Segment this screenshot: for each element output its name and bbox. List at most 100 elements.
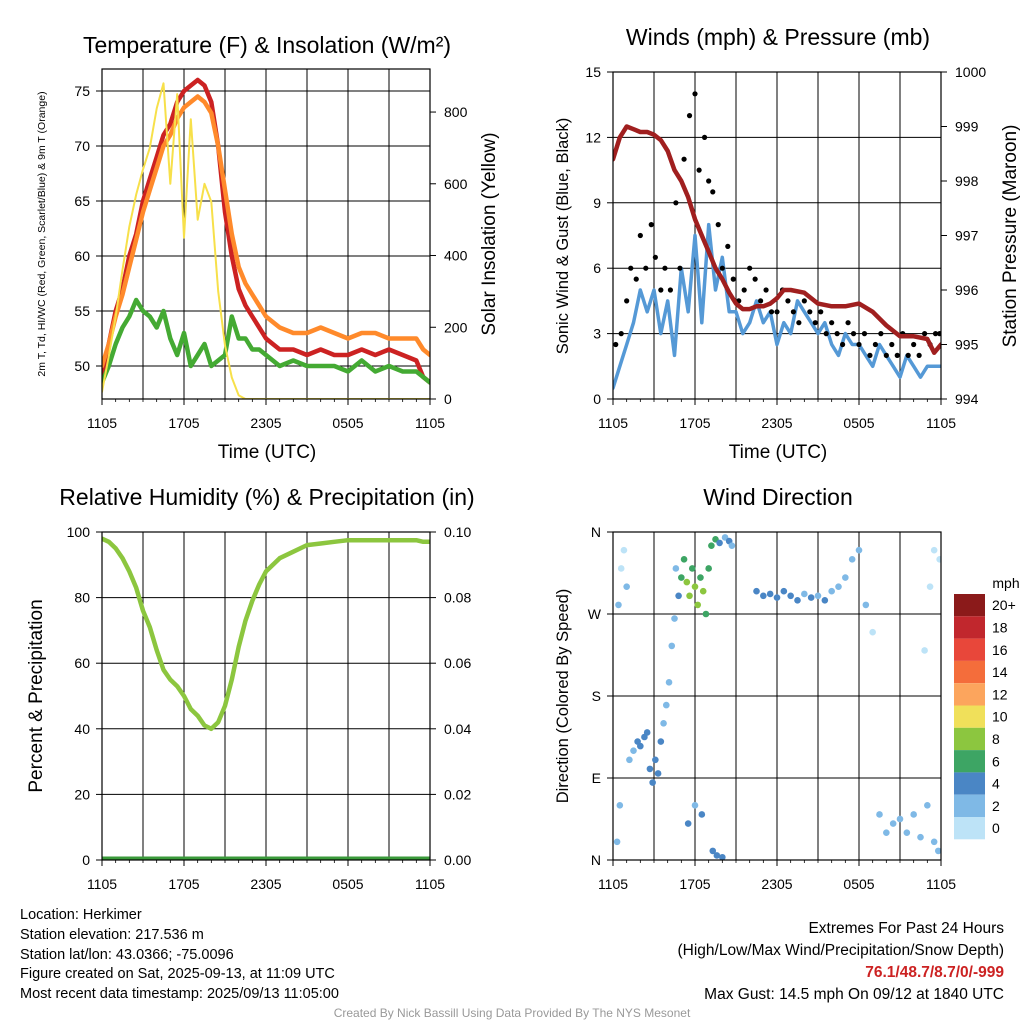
gust-point bbox=[628, 265, 634, 271]
colorbar-level-label: 6 bbox=[992, 753, 1000, 769]
direction-point bbox=[787, 592, 794, 600]
direction-point bbox=[699, 587, 707, 595]
gust-point bbox=[633, 276, 639, 282]
direction-point bbox=[848, 556, 856, 563]
direction-point bbox=[654, 770, 662, 777]
direction-point bbox=[753, 587, 760, 595]
colorbar-swatch bbox=[954, 638, 985, 661]
winds-plot-area bbox=[613, 91, 941, 390]
colorbar-level-label: 14 bbox=[992, 664, 1008, 680]
gust-point bbox=[818, 309, 824, 315]
temperature-ylabel: 2m T, Td, HI/WC (Red, Green, Scarlet/Blu… bbox=[36, 91, 48, 376]
gust-point bbox=[911, 341, 917, 348]
direction-point bbox=[686, 592, 693, 600]
colorbar-swatch bbox=[954, 705, 985, 728]
winds-ytick-right-label: 994 bbox=[955, 391, 979, 407]
gust-point bbox=[658, 287, 664, 293]
winds-ylabel-right: Station Pressure (Maroon) bbox=[1000, 125, 1021, 348]
temperature-series-2m-td bbox=[102, 297, 430, 385]
humidity-frame bbox=[101, 531, 431, 861]
direction-point bbox=[719, 853, 726, 860]
gust-point bbox=[673, 200, 679, 206]
humidity-ytick-right-label: 0.08 bbox=[444, 590, 471, 606]
gust-point bbox=[643, 265, 649, 271]
gust-point bbox=[725, 243, 731, 249]
gust-point bbox=[667, 287, 674, 293]
gust-point bbox=[696, 167, 702, 173]
direction-point bbox=[930, 546, 938, 554]
direction-point bbox=[934, 847, 941, 855]
direction-point bbox=[646, 765, 654, 773]
colorbar-swatch bbox=[954, 727, 985, 751]
humidity-plot-area bbox=[102, 536, 430, 860]
temperature-xtick-label: 2305 bbox=[250, 415, 281, 431]
wind-direction-ytick-label: E bbox=[592, 770, 601, 786]
direction-point bbox=[869, 628, 876, 636]
extremes-title: Extremes For Past 24 Hours bbox=[808, 920, 1004, 937]
gust-point bbox=[747, 265, 753, 271]
direction-point bbox=[766, 590, 774, 598]
humidity-series-relative-humidity bbox=[102, 536, 430, 732]
gust-point bbox=[758, 298, 764, 304]
direction-point bbox=[623, 583, 630, 590]
direction-point bbox=[709, 847, 717, 855]
humidity-ytick-label: 60 bbox=[74, 655, 90, 671]
colorbar-level-label: 0 bbox=[992, 820, 1000, 836]
direction-point bbox=[780, 587, 788, 595]
humidity-ylabel: Percent & Precipitation bbox=[26, 599, 47, 792]
recent-data-text: Most recent data timestamp: 2025/09/13 1… bbox=[20, 986, 339, 1003]
direction-point bbox=[698, 811, 706, 818]
direction-point bbox=[668, 642, 676, 650]
temperature-ytick-label: 60 bbox=[74, 248, 90, 264]
direction-point bbox=[828, 587, 835, 595]
humidity-title: Relative Humidity (%) & Precipitation (i… bbox=[59, 484, 474, 510]
colorbar-level-label: 16 bbox=[992, 642, 1008, 658]
winds-ytick-right-label: 999 bbox=[955, 119, 979, 135]
gust-point bbox=[710, 189, 716, 195]
winds-xtick-label: 1105 bbox=[598, 415, 628, 431]
direction-point bbox=[889, 820, 897, 827]
temperature-series-solar-insolation bbox=[102, 82, 430, 399]
direction-point bbox=[760, 592, 767, 600]
gust-point bbox=[856, 341, 862, 348]
winds-ytick-right-label: 997 bbox=[955, 228, 979, 244]
station-info: Location: Herkimer Station elevation: 21… bbox=[20, 906, 339, 1005]
gust-point bbox=[812, 320, 818, 326]
winds-ytick-label: 12 bbox=[585, 129, 601, 145]
direction-point bbox=[613, 838, 621, 846]
winds-ytick-right-label: 995 bbox=[955, 337, 979, 353]
colorbar-level-label: 4 bbox=[992, 776, 1000, 792]
direction-point bbox=[657, 738, 665, 745]
direction-point bbox=[630, 747, 637, 754]
gust-point bbox=[719, 265, 725, 271]
temperature-ytick-right-label: 0 bbox=[444, 391, 452, 407]
wind-direction-xtick-label: 1105 bbox=[926, 876, 956, 892]
temperature-ytick-right-label: 600 bbox=[444, 176, 468, 192]
direction-point bbox=[883, 829, 890, 836]
colorbar-swatch bbox=[954, 794, 985, 817]
temperature-frame bbox=[101, 68, 431, 400]
colorbar-label: mph bbox=[992, 575, 1019, 591]
temperature-ytick-right-label: 800 bbox=[444, 104, 468, 120]
direction-point bbox=[862, 601, 870, 609]
gust-point bbox=[845, 320, 851, 326]
direction-point bbox=[773, 594, 781, 601]
gust-point bbox=[807, 309, 813, 315]
humidity-xtick-label: 1105 bbox=[87, 876, 117, 892]
extremes-description: (High/Low/Max Wind/Precipitation/Snow De… bbox=[677, 942, 1005, 959]
colorbar-swatch bbox=[954, 683, 985, 706]
direction-point bbox=[728, 542, 736, 549]
wind-direction-title: Wind Direction bbox=[703, 484, 853, 510]
direction-point bbox=[917, 833, 924, 841]
gust-point bbox=[922, 331, 928, 337]
direction-point bbox=[702, 610, 710, 618]
gust-point bbox=[648, 222, 654, 228]
colorbar-level-label: 12 bbox=[992, 686, 1008, 702]
direction-point bbox=[643, 729, 651, 736]
direction-point bbox=[663, 701, 670, 709]
gust-point bbox=[850, 331, 857, 337]
gust-point bbox=[730, 276, 736, 282]
wind-direction-xtick-label: 1705 bbox=[679, 876, 710, 892]
humidity-ytick-label: 0 bbox=[82, 852, 90, 868]
gust-point bbox=[618, 331, 624, 337]
